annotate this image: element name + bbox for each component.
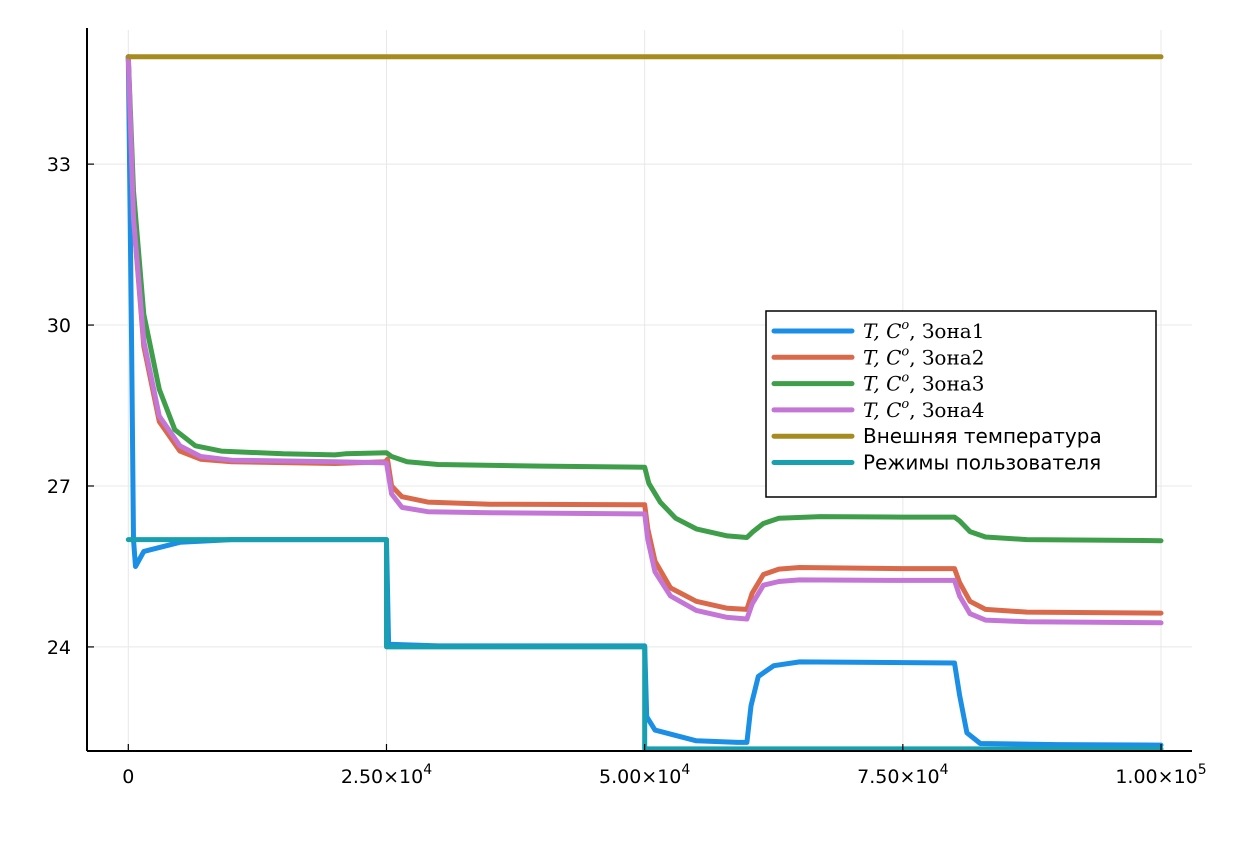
legend-label: T, Co, Зона4 <box>863 397 984 422</box>
series-line-6 <box>125 537 1164 752</box>
y-tick-label: 33 <box>47 154 71 176</box>
x-tick-label: 1.00×105 <box>1115 762 1206 788</box>
y-tick-label: 30 <box>47 315 71 337</box>
x-tick-label: 5.00×104 <box>599 762 690 788</box>
y-tick-label: 24 <box>47 637 71 659</box>
tick-labels: 0 2.50×104 5.00×104 7.50×104 1.00×105 24 27 30 3… <box>47 154 1207 788</box>
series-line-3 <box>125 54 1164 544</box>
series-line-4 <box>125 54 1164 626</box>
legend-box <box>765 310 1157 498</box>
x-tick-label: 0 <box>122 766 134 788</box>
x-tick-label: 2.50×104 <box>341 762 432 788</box>
series-line-1 <box>125 54 1164 748</box>
series-layer <box>125 54 1164 752</box>
x-tick-label: 7.50×104 <box>857 762 948 788</box>
legend-label: T, Co, Зона2 <box>863 344 984 369</box>
legend-label: T, Co, Зона3 <box>863 371 984 396</box>
legend-label: Внешняя температура <box>863 424 1102 448</box>
legend-label: T, Co, Зона1 <box>863 318 984 343</box>
legend-label: Режимы пользователя <box>863 451 1101 475</box>
y-tick-label: 27 <box>47 476 71 498</box>
axes <box>86 28 1192 752</box>
